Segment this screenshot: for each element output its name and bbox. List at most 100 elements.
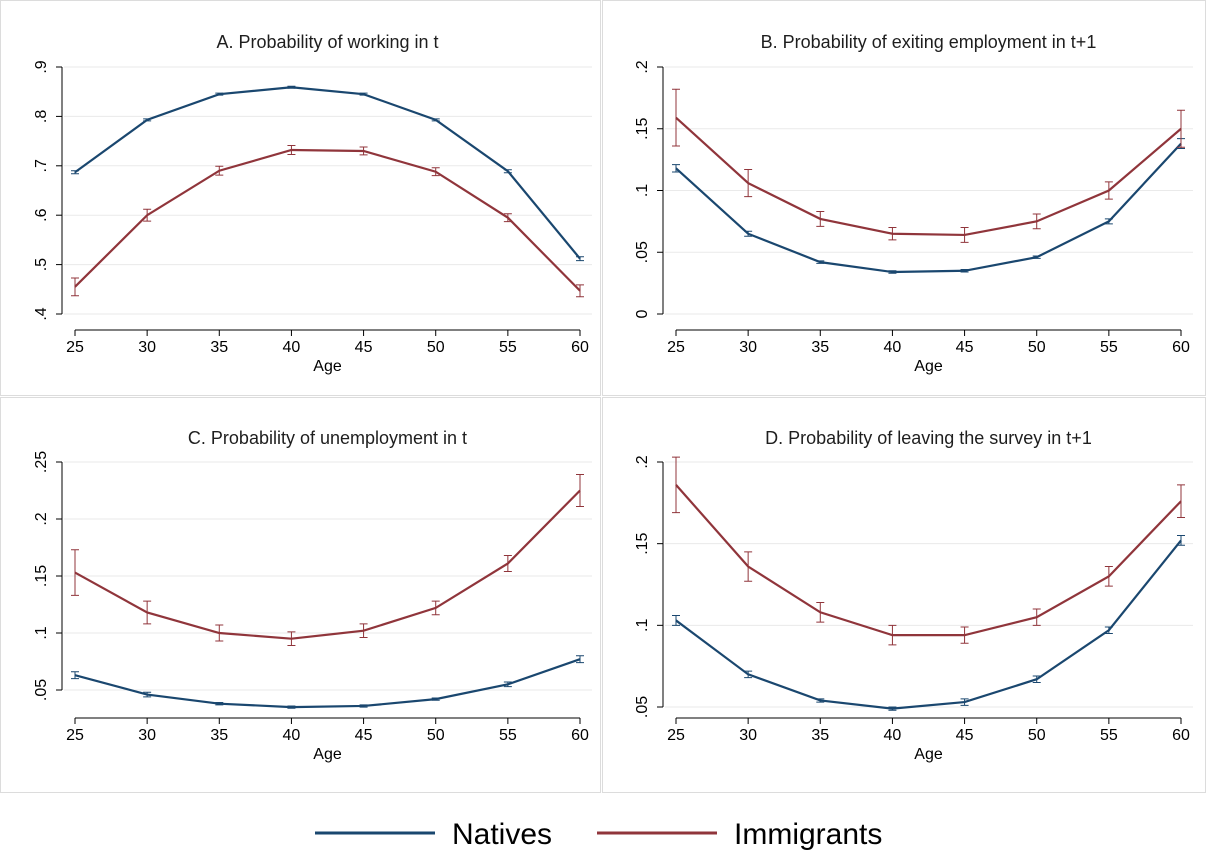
- x-axis-label: Age: [313, 746, 342, 763]
- error-bar: [576, 284, 584, 298]
- y-tick-label: .15: [33, 565, 50, 587]
- panel-frame: [0, 0, 601, 396]
- error-bar: [431, 697, 440, 701]
- series-line: [74, 658, 581, 709]
- error-bar: [1104, 566, 1113, 587]
- error-bar: [1032, 675, 1041, 683]
- x-tick-label: 40: [884, 727, 902, 744]
- x-tick-label: 45: [355, 727, 373, 744]
- series-line: [675, 116, 1182, 237]
- series-line: [74, 489, 581, 640]
- error-bar: [576, 655, 584, 664]
- x-axis-label: Age: [914, 746, 943, 763]
- y-tick-label: .2: [634, 60, 651, 73]
- error-bar: [816, 601, 825, 623]
- error-bar: [744, 551, 753, 582]
- y-tick-label: .05: [634, 241, 651, 263]
- error-bar: [359, 704, 368, 708]
- error-bar: [960, 626, 969, 644]
- panel-title: B. Probability of exiting employment in …: [761, 32, 1097, 52]
- panel-title: A. Probability of working in t: [216, 32, 438, 52]
- series-line: [675, 539, 1182, 710]
- x-tick-label: 35: [210, 339, 228, 356]
- x-axis-label: Age: [313, 358, 342, 375]
- panel-frame: [0, 397, 601, 793]
- x-tick-label: 55: [499, 727, 517, 744]
- error-bar: [1104, 626, 1113, 634]
- error-bar: [816, 210, 825, 227]
- x-tick-label: 60: [1172, 727, 1190, 744]
- error-bar: [215, 702, 224, 706]
- x-tick-label: 60: [571, 727, 589, 744]
- error-bar: [503, 554, 512, 572]
- error-bar: [71, 671, 79, 680]
- series-line: [675, 142, 1182, 274]
- y-tick-label: .05: [33, 679, 50, 701]
- error-bar: [888, 270, 897, 274]
- panel: A. Probability of working in t .4 .5 .6 .7 .8…: [33, 32, 592, 375]
- error-bar: [143, 208, 152, 222]
- error-bar: [744, 230, 753, 237]
- error-bar: [359, 92, 368, 96]
- error-bar: [287, 705, 296, 709]
- x-tick-label: 45: [956, 727, 974, 744]
- error-bar: [431, 600, 440, 616]
- x-tick-label: 35: [210, 727, 228, 744]
- y-tick-label: .1: [33, 626, 50, 639]
- panel-title: C. Probability of unemployment in t: [188, 428, 467, 448]
- x-tick-label: 40: [283, 339, 301, 356]
- y-tick-label: .2: [33, 512, 50, 525]
- error-bar: [1177, 535, 1185, 546]
- x-tick-label: 30: [739, 339, 757, 356]
- error-bar: [816, 260, 825, 264]
- y-tick-label: .25: [33, 451, 50, 473]
- series-line: [74, 86, 581, 260]
- y-tick-label: .4: [33, 307, 50, 320]
- y-tick-label: .05: [634, 696, 651, 718]
- error-bar: [744, 169, 753, 198]
- error-bar: [215, 92, 224, 96]
- y-tick-label: .9: [33, 60, 50, 73]
- x-tick-label: 40: [884, 339, 902, 356]
- error-bar: [960, 698, 969, 706]
- error-bar: [287, 631, 296, 647]
- y-tick-label: .1: [634, 184, 651, 197]
- error-bar: [287, 85, 296, 89]
- legend-label: Immigrants: [734, 818, 882, 851]
- error-bar: [503, 169, 512, 174]
- error-bar: [672, 88, 680, 147]
- error-bar: [143, 600, 152, 625]
- x-tick-label: 60: [571, 339, 589, 356]
- y-tick-label: .8: [33, 110, 50, 123]
- error-bar: [143, 118, 152, 122]
- error-bar: [672, 164, 680, 173]
- panel: D. Probability of leaving the survey in …: [634, 428, 1193, 763]
- x-tick-label: 50: [427, 727, 445, 744]
- error-bar: [1104, 218, 1113, 225]
- series-line: [74, 148, 581, 292]
- x-tick-label: 25: [667, 339, 685, 356]
- y-tick-label: .6: [33, 208, 50, 221]
- x-tick-label: 50: [427, 339, 445, 356]
- x-tick-label: 55: [1100, 727, 1118, 744]
- x-tick-label: 25: [66, 727, 84, 744]
- panel: B. Probability of exiting employment in …: [634, 32, 1193, 375]
- error-bar: [1032, 608, 1041, 626]
- x-tick-label: 35: [811, 727, 829, 744]
- error-bar: [960, 269, 969, 273]
- error-bar: [576, 474, 584, 507]
- error-bar: [672, 456, 680, 514]
- y-tick-label: .15: [634, 118, 651, 140]
- error-bar: [1177, 109, 1185, 148]
- error-bar: [215, 624, 224, 642]
- x-tick-label: 35: [811, 339, 829, 356]
- error-bar: [431, 118, 440, 122]
- x-tick-label: 55: [499, 339, 517, 356]
- error-bar: [71, 549, 79, 596]
- y-tick-label: .7: [33, 159, 50, 172]
- error-bar: [71, 277, 79, 297]
- error-bar: [503, 213, 512, 223]
- error-bar: [672, 615, 680, 626]
- x-tick-label: 25: [66, 339, 84, 356]
- error-bar: [888, 706, 897, 711]
